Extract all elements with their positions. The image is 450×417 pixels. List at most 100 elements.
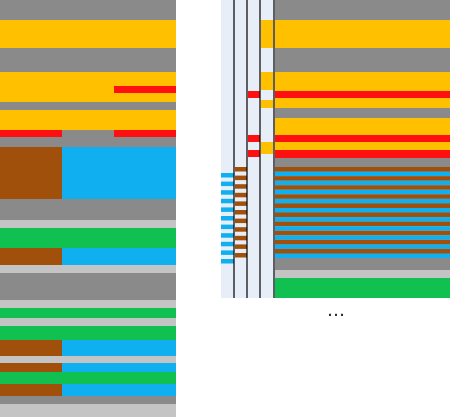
- track-mark: [221, 198, 234, 204]
- ellipsis: …: [327, 300, 345, 321]
- stripe: [275, 230, 450, 236]
- stripe: [62, 363, 176, 372]
- stripe: [275, 194, 450, 199]
- track-mark: [261, 100, 273, 108]
- stripe: [0, 384, 62, 396]
- stripe: [275, 98, 450, 108]
- track-mark: [221, 233, 234, 238]
- stripe: [0, 318, 176, 326]
- track-mark: [221, 181, 234, 187]
- stripe: [62, 340, 176, 356]
- track-mark: [235, 235, 247, 241]
- stripe: [0, 248, 62, 265]
- stripe: [0, 86, 114, 93]
- stripe: [62, 130, 114, 137]
- track-mark: [261, 72, 273, 90]
- stripe: [0, 228, 176, 248]
- track-mark: [235, 218, 247, 224]
- stripe: [275, 198, 450, 204]
- track-mark: [221, 190, 234, 195]
- stripe: [275, 135, 450, 142]
- stripe: [275, 72, 450, 91]
- stripe: [62, 248, 176, 265]
- track-marks: [221, 20, 273, 264]
- stripe: [275, 176, 450, 181]
- stripe: [0, 199, 176, 220]
- stripe: [275, 189, 450, 195]
- stripe: [275, 278, 450, 298]
- stripe: [275, 158, 450, 167]
- track-mark: [235, 227, 247, 232]
- track-mark: [221, 259, 234, 264]
- stripe: [114, 130, 176, 137]
- stripe: [62, 147, 176, 199]
- track-mark: [235, 184, 247, 189]
- stripe: [275, 235, 450, 240]
- stripe: [0, 93, 176, 102]
- stripe: [0, 220, 176, 228]
- track-mark: [261, 142, 273, 154]
- stripe: [275, 0, 450, 20]
- stripe: [275, 167, 450, 172]
- track-mark: [235, 175, 247, 181]
- track-mark: [235, 244, 247, 249]
- track-mark: [221, 173, 234, 178]
- stripe: [0, 147, 62, 199]
- stripe: [275, 150, 450, 158]
- track-mark: [235, 253, 247, 258]
- stripe: [275, 142, 450, 150]
- stripe: [0, 372, 176, 384]
- left-panel: [0, 0, 176, 417]
- stripe: [0, 110, 176, 130]
- stripe: [275, 203, 450, 208]
- stripe: [275, 207, 450, 213]
- track-mark: [235, 210, 247, 215]
- stripe: [275, 258, 450, 270]
- track-mark: [235, 192, 247, 198]
- track-mark: [221, 224, 234, 230]
- stripe: [275, 118, 450, 135]
- stripe: [275, 239, 450, 245]
- stripe: [275, 226, 450, 231]
- stripe: [0, 363, 62, 372]
- stripe: [275, 91, 450, 98]
- stripe: [275, 20, 450, 48]
- stripe: [275, 185, 450, 190]
- stripe: [0, 273, 176, 300]
- track-mark: [221, 241, 234, 247]
- stripe: [0, 396, 176, 404]
- stripe: [0, 72, 176, 86]
- track-lines: [233, 0, 275, 298]
- stripe: [0, 308, 176, 318]
- stripe: [62, 384, 176, 396]
- stripe: [0, 404, 176, 417]
- stripe: [0, 20, 176, 48]
- track-mark: [248, 150, 260, 157]
- track-mark: [248, 91, 260, 98]
- stripe: [275, 217, 450, 222]
- stripe: [0, 0, 176, 20]
- track-mark: [235, 201, 247, 206]
- right-panel: [275, 0, 450, 298]
- stripe: [275, 48, 450, 72]
- stripe: [275, 108, 450, 118]
- stripe: [275, 253, 450, 259]
- stripe: [114, 86, 176, 93]
- stripe: [0, 300, 176, 308]
- stripe: [0, 356, 176, 363]
- stripe: [275, 244, 450, 249]
- stripe: [275, 248, 450, 254]
- stripe: [275, 212, 450, 218]
- track-mark: [221, 207, 234, 212]
- stripe: [275, 221, 450, 227]
- track-mark: [235, 167, 247, 172]
- stripe: [0, 130, 62, 137]
- stripe: [0, 265, 176, 273]
- stripe: [275, 180, 450, 186]
- track-mark: [248, 135, 260, 142]
- track-mark: [261, 20, 273, 48]
- stripe: [0, 340, 62, 356]
- track-mark: [221, 250, 234, 255]
- track-mark: [221, 216, 234, 221]
